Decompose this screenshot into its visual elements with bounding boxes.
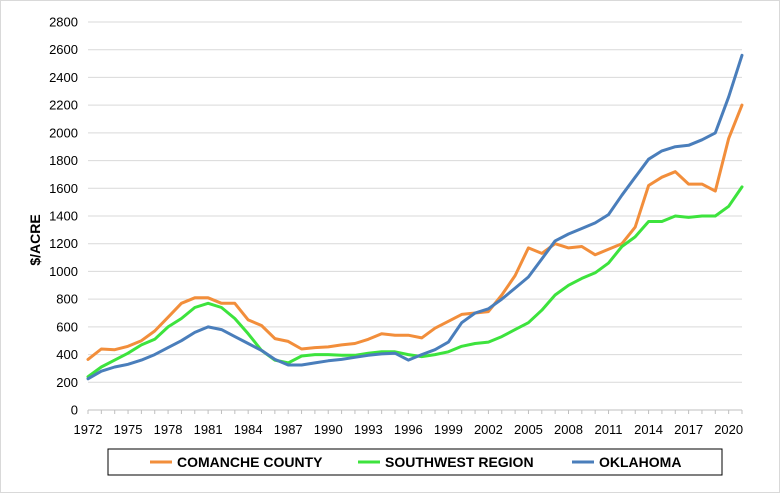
x-tick-label: 1993	[354, 422, 383, 437]
x-tick-label: 2020	[714, 422, 743, 437]
y-tick-label: 2000	[49, 125, 78, 140]
series-line-comanche-county	[86, 103, 744, 361]
x-tick-label: 2014	[634, 422, 663, 437]
legend-label: OKLAHOMA	[599, 454, 681, 470]
x-tick-label: 1999	[434, 422, 463, 437]
y-tick-label: 2200	[49, 98, 78, 113]
y-tick-label: 2400	[49, 70, 78, 85]
x-tick-label: 2008	[554, 422, 583, 437]
y-tick-label: 1400	[49, 209, 78, 224]
series-lines	[86, 53, 744, 381]
x-tick-label: 2005	[514, 422, 543, 437]
x-tick-label: 1972	[74, 422, 103, 437]
legend-label: SOUTHWEST REGION	[385, 454, 534, 470]
series-line-southwest-region	[86, 185, 744, 379]
y-tick-label: 1600	[49, 181, 78, 196]
y-tick-label: 0	[71, 403, 78, 418]
legend-label: COMANCHE COUNTY	[177, 454, 323, 470]
x-tick-label: 1975	[114, 422, 143, 437]
y-tick-label: 2800	[49, 15, 78, 30]
legend-box	[107, 448, 723, 476]
y-tick-label: 800	[56, 292, 78, 307]
x-tick-labels: 1972 1975 1978 1981 1984 1987 1990 1993 1996 1999…	[74, 422, 744, 437]
y-tick-labels: 0 200 400 600 800 1000 1200 1400 1600 1800 2000 220…	[49, 15, 78, 418]
y-tick-label: 1200	[49, 236, 78, 251]
y-tick-label: 2600	[49, 42, 78, 57]
legend: COMANCHE COUNTY SOUTHWEST REGION OKLAHOMA	[107, 448, 723, 476]
x-tick-label: 1996	[394, 422, 423, 437]
x-tick-label: 1978	[154, 422, 183, 437]
x-tick-label: 1990	[314, 422, 343, 437]
x-tick-marks	[87, 410, 743, 414]
y-axis-label: $/ACRE	[27, 214, 43, 265]
x-tick-label: 1987	[274, 422, 303, 437]
y-tick-label: 600	[56, 319, 78, 334]
x-tick-label: 2011	[595, 422, 623, 437]
x-tick-label: 1984	[234, 422, 263, 437]
x-tick-label: 2017	[674, 422, 703, 437]
y-tick-label: 1800	[49, 153, 78, 168]
y-tick-label: 1000	[49, 264, 78, 279]
grid-lines	[88, 21, 742, 383]
y-tick-label: 400	[56, 347, 78, 362]
series-line-oklahoma	[86, 53, 744, 381]
x-tick-label: 2002	[474, 422, 503, 437]
x-tick-label: 1981	[194, 422, 223, 437]
y-tick-label: 200	[56, 375, 78, 390]
